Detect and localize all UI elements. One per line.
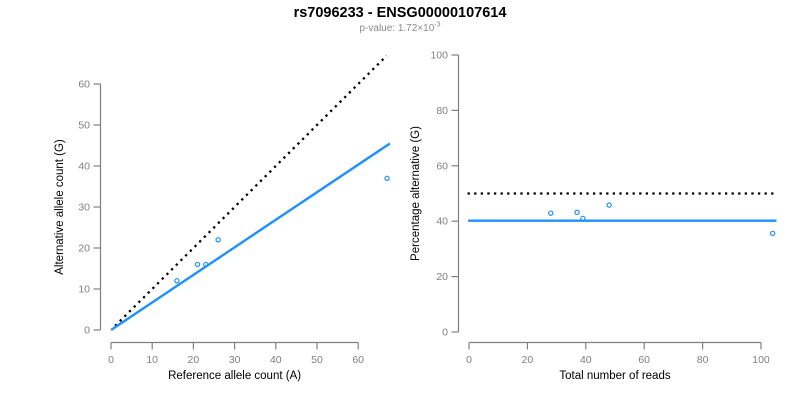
x-tick-label: 60 xyxy=(638,354,650,366)
x-tick-label: 40 xyxy=(270,354,282,366)
x-tick-label: 20 xyxy=(522,354,534,366)
page-title: rs7096233 - ENSG00000107614 xyxy=(293,5,507,21)
y-tick-label: 10 xyxy=(78,284,90,296)
x-tick-label: 20 xyxy=(188,354,200,366)
y-tick-label: 60 xyxy=(78,79,90,91)
y-tick-label: 100 xyxy=(430,50,448,62)
x-axis-title: Reference allele count (A) xyxy=(168,370,301,382)
x-tick-label: 0 xyxy=(108,354,114,366)
y-tick-label: 40 xyxy=(436,216,448,228)
data-point xyxy=(203,261,209,268)
data-point xyxy=(606,202,612,208)
x-tick-label: 60 xyxy=(352,354,364,366)
y-tick-label: 50 xyxy=(78,120,90,132)
y-tick-label: 0 xyxy=(442,327,448,339)
y-axis-title: Percentage alternative (G) xyxy=(410,126,422,261)
identity-line xyxy=(114,54,388,327)
y-tick-label: 0 xyxy=(84,325,90,337)
y-tick-label: 40 xyxy=(78,161,90,173)
y-tick-label: 20 xyxy=(436,271,448,283)
y-tick-label: 30 xyxy=(78,202,90,214)
data-point xyxy=(580,215,586,222)
pvalue-exponent: -3 xyxy=(434,21,441,29)
data-point xyxy=(574,209,580,216)
data-point xyxy=(548,210,554,216)
y-tick-label: 60 xyxy=(436,160,448,172)
x-tick-label: 80 xyxy=(697,354,709,366)
data-point xyxy=(194,261,201,268)
percentage-scatter-panel: 0 20 40 60 80 100 0 20 40 60 80 100 Total number of … xyxy=(410,50,777,382)
x-tick-label: 100 xyxy=(752,354,770,366)
x-tick-label: 50 xyxy=(311,354,323,366)
x-tick-label: 40 xyxy=(580,354,592,366)
data-point xyxy=(215,237,221,243)
y-tick-label: 80 xyxy=(436,105,448,117)
data-point xyxy=(769,230,776,237)
data-point xyxy=(174,278,180,284)
data-point xyxy=(384,175,390,181)
x-axis-title: Total number of reads xyxy=(559,370,670,382)
x-tick-label: 0 xyxy=(466,354,472,366)
x-tick-label: 10 xyxy=(146,354,158,366)
pvalue-subtitle: p-value: 1.72×10-3 xyxy=(0,21,800,34)
y-axis-title: Alternative allele count (G) xyxy=(54,139,66,275)
allele-count-scatter-panel: 0 10 20 30 40 50 60 0 10 20 30 40 50 60 Reference alle… xyxy=(54,54,391,382)
y-tick-label: 20 xyxy=(78,243,90,255)
x-tick-label: 30 xyxy=(229,354,241,366)
fit-line xyxy=(110,142,391,331)
pvalue-text: p-value: 1.72×10 xyxy=(359,23,435,34)
